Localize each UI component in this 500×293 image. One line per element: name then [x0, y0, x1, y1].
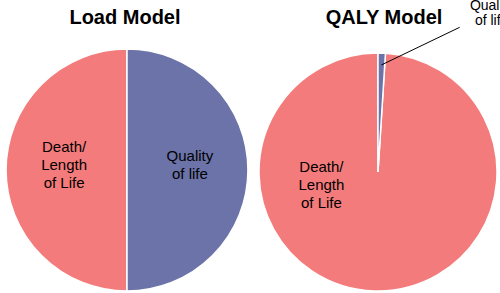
label-line: of Life	[301, 194, 342, 211]
slice-labels: Death/Lengthof Life Qualityof life	[41, 138, 214, 191]
label-line: Length	[298, 176, 344, 193]
chart-root: Load ModelDeath/Lengthof LifeQualityof l…	[0, 0, 500, 293]
leader-line	[381, 27, 459, 65]
label-line: of life	[172, 165, 208, 182]
pie-slice	[127, 49, 248, 291]
label-line: of Life	[44, 174, 85, 191]
slice-label: Death/Lengthof Life	[41, 138, 87, 191]
label-line: Length	[41, 156, 87, 173]
pie-slice	[378, 53, 385, 172]
label-line: Death/	[42, 138, 87, 155]
slices	[6, 49, 248, 291]
slice-label: Qualityof life	[470, 0, 500, 28]
pie-chart: QALY Model Death/Lengthof Life Qualityof l…	[259, 0, 500, 291]
pie-slice	[259, 53, 497, 291]
slice-labels: Death/Lengthof Life Qualityof life	[298, 0, 500, 211]
pie-slice	[6, 49, 127, 291]
label-line: Quality	[167, 147, 214, 164]
slices	[259, 53, 497, 291]
slice-label: Qualityof life	[167, 147, 214, 182]
slice-label: Death/Lengthof Life	[298, 158, 344, 211]
pie-chart: Load Model Death/Lengthof Life Qualityof l…	[6, 6, 248, 291]
chart-title: Load Model	[69, 6, 180, 28]
label-line: of life	[475, 12, 500, 28]
chart-title: QALY Model	[326, 6, 443, 28]
label-line: Death/	[299, 158, 344, 175]
